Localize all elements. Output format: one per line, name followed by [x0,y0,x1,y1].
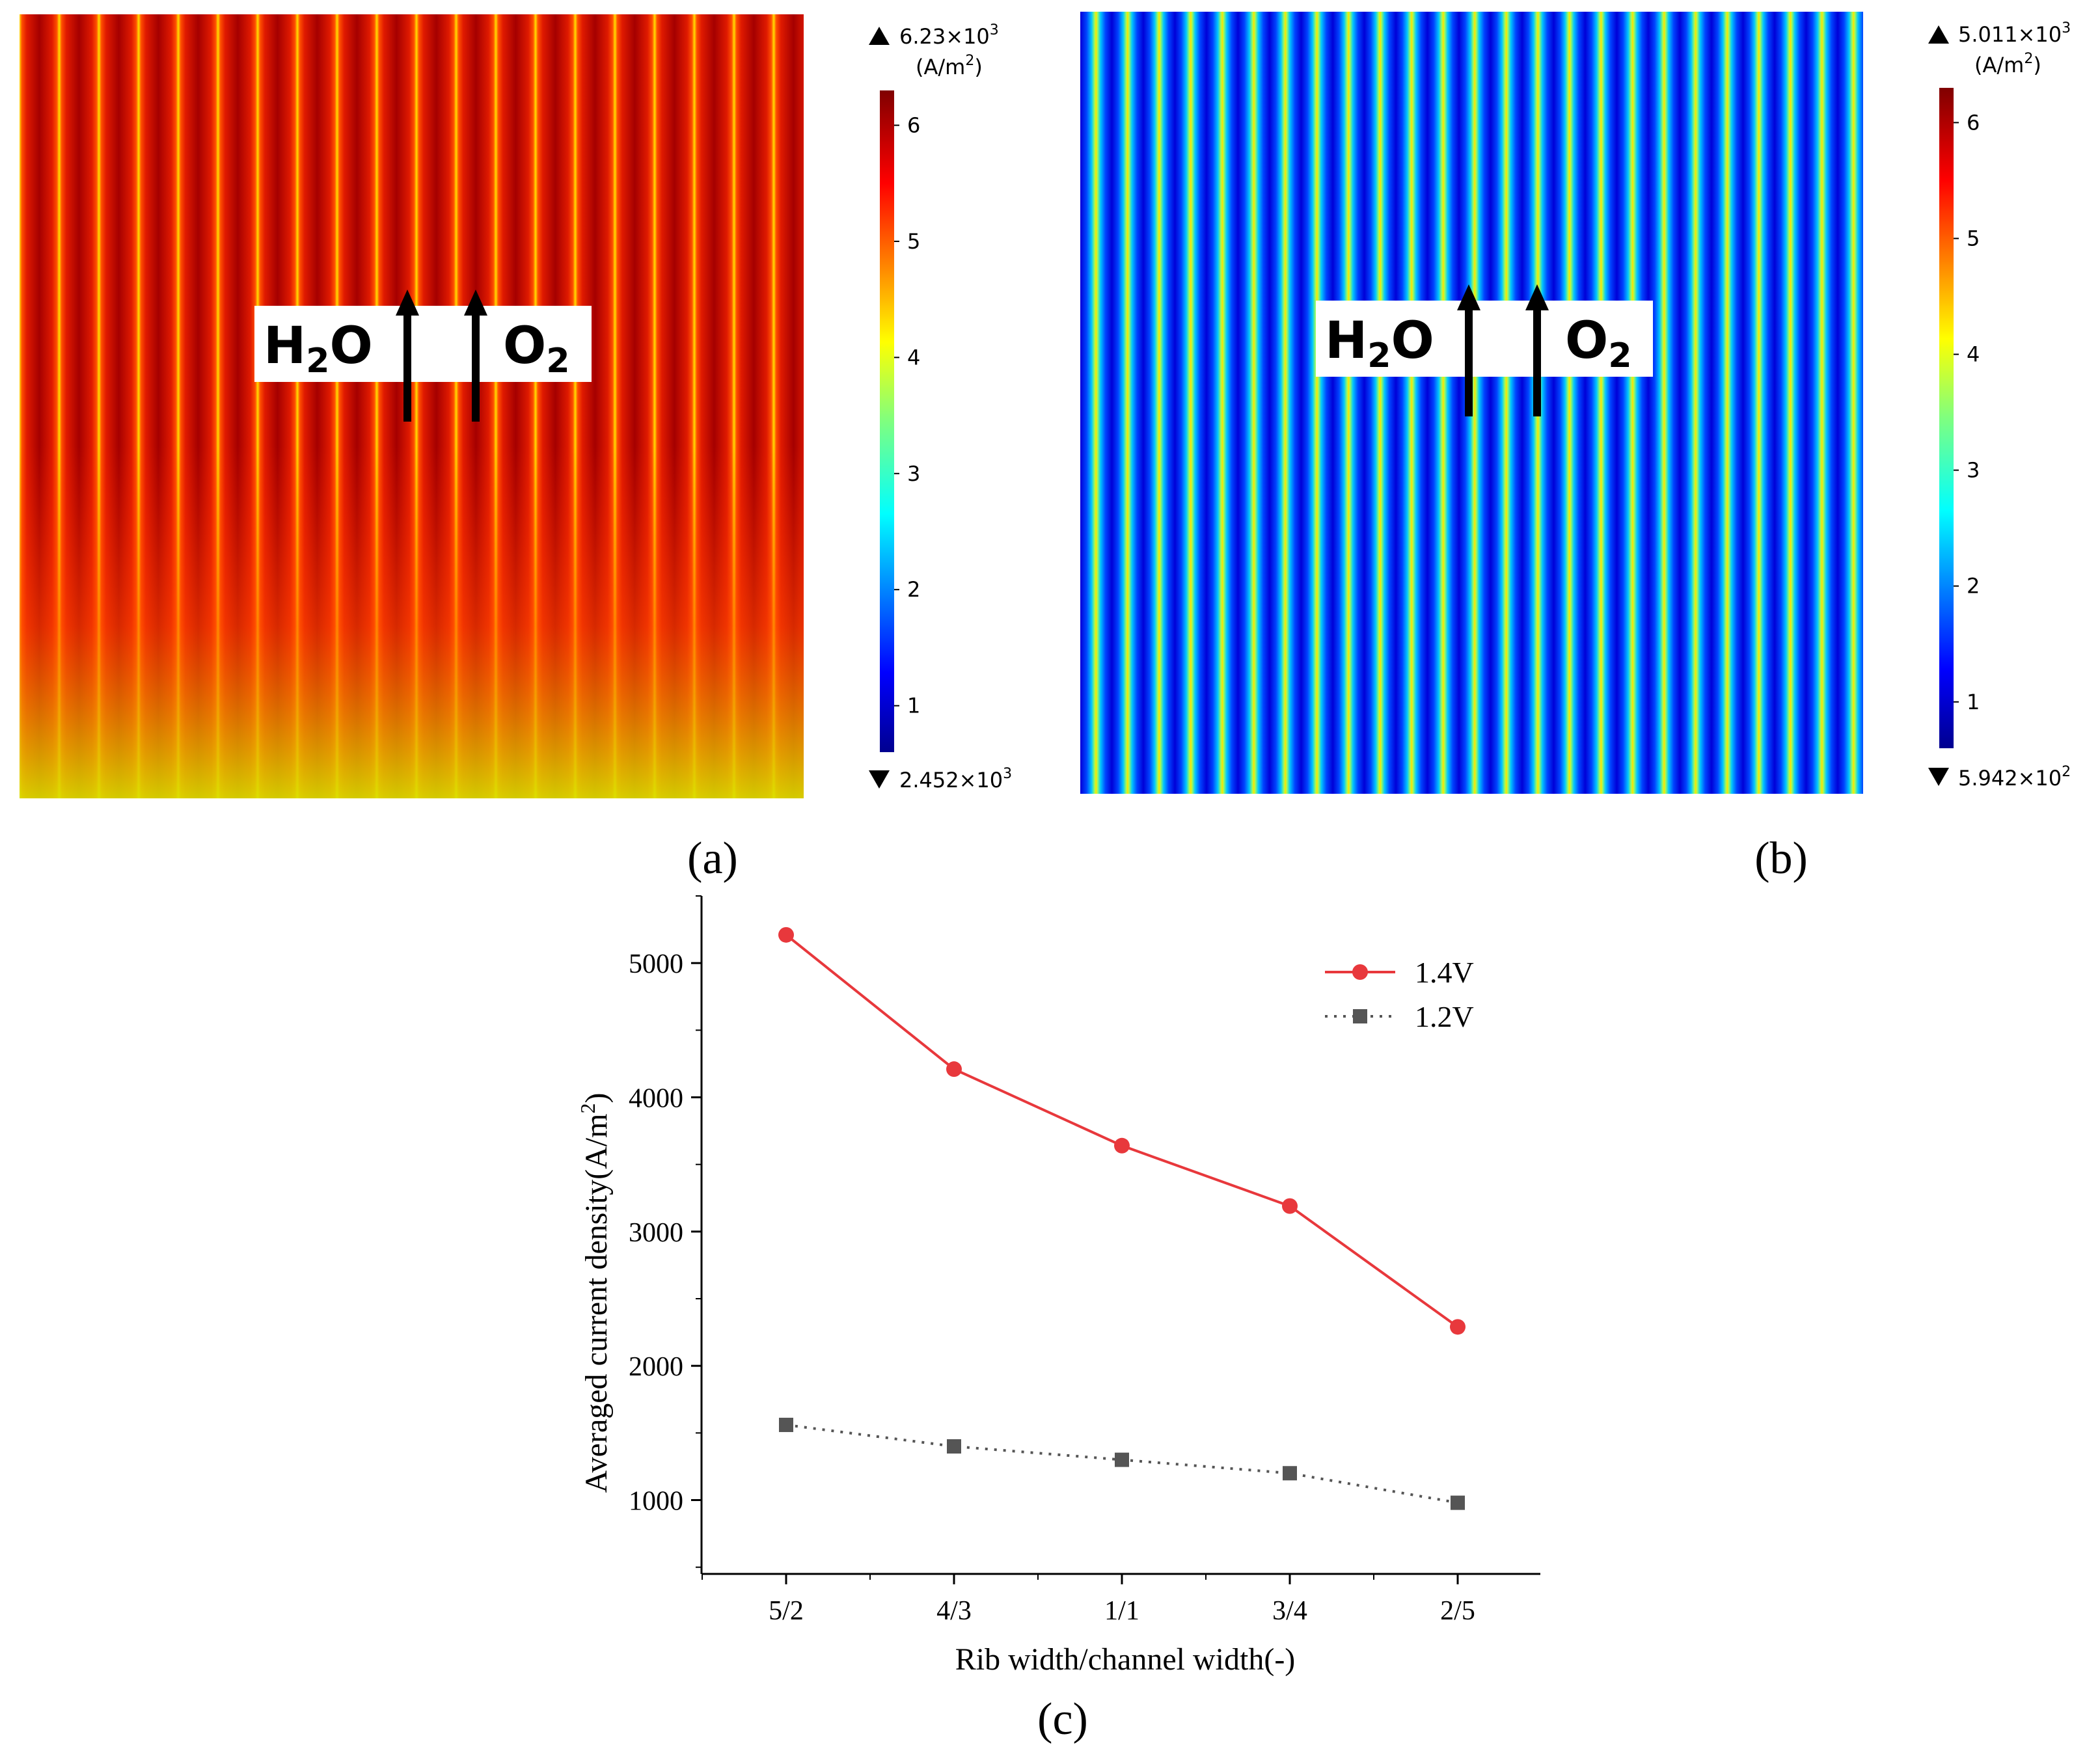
panel-a-colorbar-tick-label: 2 [907,577,920,602]
series-point-1.4V [1450,1319,1466,1335]
chart-x-tick-label: 1/1 [1104,1596,1139,1626]
panel-a-o2-sub: 2 [546,342,569,381]
series-point-1.2V [947,1439,961,1454]
panel-a-max-triangle-icon [869,27,890,45]
series-point-1.2V [1451,1495,1465,1510]
chart-x-tick-label: 2/5 [1440,1596,1475,1626]
panel-b-unit: (A/m [1974,53,2024,77]
chart-y-axis-label-exp: 2 [576,1103,599,1114]
panel-b-colorbar-tick-label: 1 [1967,690,1980,714]
panel-a-bottom-gradient [20,14,804,798]
panel-b-h2o-o: O [1391,312,1434,370]
panel-a-colorbar-tick-label: 6 [907,113,920,138]
chart-x-axis-label: Rib width/channel width(-) [955,1642,1296,1677]
panel-a-h2o-h: H [264,317,306,375]
series-line-1.4V [785,934,1459,1328]
legend-marker-1.4V [1352,964,1368,980]
series-point-1.4V [1282,1198,1298,1214]
legend-label-1.4V: 1.4V [1415,956,1474,989]
legend-marker-1.2V [1353,1009,1367,1023]
svg-text:(A/m2): (A/m2) [916,53,983,79]
series-point-1.2V [1283,1466,1297,1481]
chart-y-tick-label: 4000 [629,1084,683,1114]
panel-a-min-exp: 3 [1003,766,1012,782]
panel-b-min-value: 5.942×10 [1958,766,2062,791]
panel-b-colorbar-tick-label: 2 [1967,574,1980,599]
panel-a-label: (a) [687,833,738,884]
chart-y-tick-label: 2000 [629,1352,683,1382]
panel-b-h2o-sub: 2 [1367,336,1391,375]
panel-a-colorbar-scale [880,90,894,752]
panel-a-unit: (A/m [916,55,965,79]
svg-text:6.23×103: 6.23×103 [899,22,999,49]
panel-b-colorbar-scale [1939,88,1954,748]
panel-b-min-exp: 2 [2062,764,2071,780]
series-point-1.4V [778,927,794,943]
panel-a-unit-exp: 2 [965,53,974,69]
panel-b-min-triangle-icon [1928,768,1949,786]
panel-b-unit-close: ) [2033,53,2041,77]
panel-a-o2-o: O [503,317,546,375]
panel-b-o2-sub: 2 [1608,336,1631,375]
panel-a-colorbar-tick-label: 1 [907,694,920,718]
chart-x-tick-label: 5/2 [769,1596,804,1626]
panel-b-max-value: 5.011×10 [1958,22,2062,47]
chart-y-tick-label: 5000 [629,949,683,979]
svg-text:H2O: H2O [1325,312,1434,375]
legend-label-1.2V: 1.2V [1415,1000,1474,1033]
svg-text:H2O: H2O [264,317,373,381]
panel-b-h2o-h: H [1325,312,1367,370]
svg-text:5.011×103: 5.011×103 [1958,20,2071,47]
series-point-1.4V [1114,1137,1130,1154]
chart-x-tick-label: 3/4 [1272,1596,1307,1626]
panel-a-h2o-o: O [329,317,372,375]
panel-b-unit-exp: 2 [2024,51,2033,67]
svg-text:5.942×102: 5.942×102 [1958,764,2071,791]
panel-b-label: (b) [1754,833,1808,884]
panel-a-colorbar-tick-label: 3 [907,461,920,486]
svg-text:(A/m2): (A/m2) [1974,51,2041,77]
chart-y-tick-label: 1000 [629,1487,683,1517]
panel-a-unit-close: ) [974,55,982,79]
panel-a-max-exp: 3 [990,22,999,38]
panel-a-colorbar-tick-label: 4 [907,345,920,370]
series-point-1.4V [946,1061,962,1077]
chart-x-tick-label: 4/3 [936,1596,972,1626]
svg-text:2.452×103: 2.452×103 [899,766,1012,792]
series-point-1.2V [779,1417,793,1432]
panel-a-min-value: 2.452×10 [899,768,1003,792]
svg-text:O2: O2 [1565,312,1632,375]
panel-b-colorbar-tick-label: 3 [1967,458,1980,483]
series-point-1.2V [1115,1452,1129,1467]
panel-c-label: (c) [1037,1694,1088,1744]
chart-y-tick-label: 3000 [629,1218,683,1248]
panel-a-colorbar-tick-label: 5 [907,229,920,254]
panel-b-colorbar-tick-label: 6 [1967,110,1980,135]
panel-b-o2-o: O [1565,312,1608,370]
panel-b-max-exp: 3 [2062,20,2071,36]
panel-b-max-triangle-icon [1928,25,1949,44]
panel-b-colorbar-tick-label: 4 [1967,342,1980,367]
chart-y-axis-label-close: ) [579,1093,614,1103]
chart-y-axis-label-text: Averaged current density(A/m [579,1114,614,1493]
svg-text:O2: O2 [503,317,570,381]
panel-b-colorbar-tick-label: 5 [1967,226,1980,250]
chart-legend: 1.4V 1.2V [1325,956,1474,1033]
panel-b-species-label: H2O O2 [1316,284,1653,416]
chart-y-axis-label: Averaged current density(A/m2) [576,1093,614,1493]
panel-a-max-value: 6.23×10 [899,24,990,49]
panel-a-h2o-sub: 2 [306,342,329,381]
panel-a-min-triangle-icon [869,770,890,789]
panel-a-species-label: H2O O2 [254,290,592,422]
